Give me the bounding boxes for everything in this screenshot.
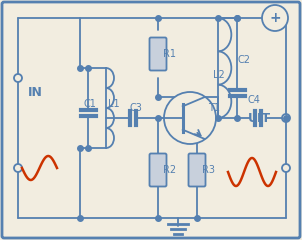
Circle shape [14, 164, 22, 172]
Text: C4: C4 [248, 95, 261, 105]
Text: R2: R2 [163, 165, 176, 175]
Text: R3: R3 [202, 165, 215, 175]
Text: C2: C2 [238, 55, 251, 65]
Circle shape [14, 74, 22, 82]
FancyBboxPatch shape [2, 2, 300, 238]
Text: L2: L2 [213, 70, 225, 80]
Circle shape [164, 92, 216, 144]
FancyBboxPatch shape [149, 154, 166, 186]
FancyBboxPatch shape [188, 154, 205, 186]
Text: UIT: UIT [248, 112, 271, 125]
Text: L1: L1 [108, 99, 120, 109]
Text: T1: T1 [208, 103, 220, 113]
Text: IN: IN [28, 85, 43, 98]
Circle shape [282, 164, 290, 172]
FancyBboxPatch shape [149, 37, 166, 71]
Text: +: + [269, 11, 281, 25]
Text: C3: C3 [130, 103, 143, 113]
Text: R1: R1 [163, 49, 176, 59]
Circle shape [262, 5, 288, 31]
Text: C1: C1 [84, 99, 97, 109]
Circle shape [282, 114, 290, 122]
